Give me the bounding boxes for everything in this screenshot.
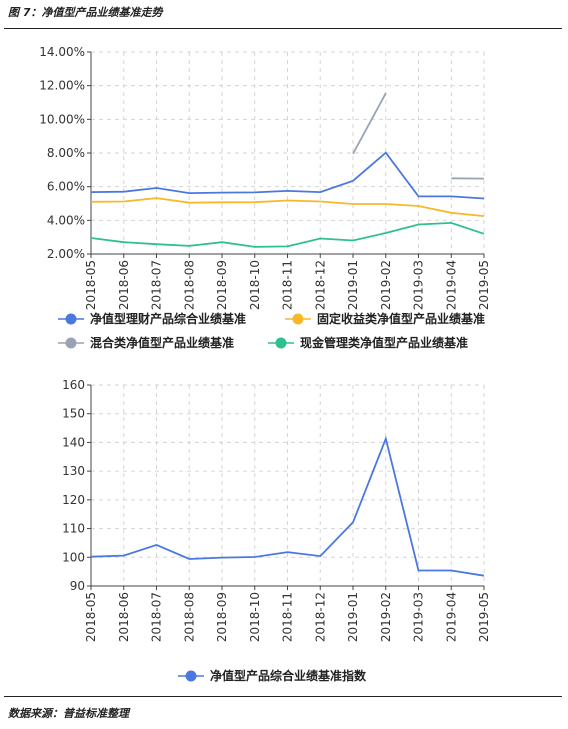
x-tick-label: 2018-09: [215, 592, 229, 642]
x-tick-label: 2018-06: [117, 260, 131, 310]
x-tick-label: 2018-11: [281, 260, 295, 310]
y-tick-label: 2.00%: [47, 247, 85, 261]
bottom-rule: [4, 696, 562, 697]
x-tick-label: 2018-06: [117, 592, 131, 642]
x-tick-label: 2018-09: [215, 260, 229, 310]
series-line: [90, 151, 485, 200]
legend-label: 现金管理类净值型产品业绩基准: [300, 335, 468, 350]
legend-marker: [292, 313, 304, 325]
x-tick-label: 2018-12: [313, 260, 327, 310]
x-tick-label: 2019-04: [444, 260, 458, 310]
x-tick-label: 2018-07: [150, 592, 164, 642]
legend-marker: [65, 337, 77, 349]
x-tick-label: 2018-10: [248, 592, 262, 642]
legend-label: 固定收益类净值型产品业绩基准: [317, 311, 485, 326]
y-tick-label: 12.00%: [39, 79, 85, 93]
legend-label: 净值型理财产品综合业绩基准: [90, 311, 246, 326]
x-tick-label: 2019-05: [477, 592, 491, 642]
x-tick-label: 2018-10: [248, 260, 262, 310]
top-rule: [4, 28, 562, 29]
chart-benchmark-index: 90 100 110 120 130 140 150 160 2018-05 2018-06 201…: [62, 378, 491, 683]
x-tick-label: 2019-01: [346, 592, 360, 642]
series-line: [90, 197, 485, 217]
y-tick-label: 110: [62, 522, 85, 536]
legend-marker: [185, 670, 197, 682]
x-tick-label: 2019-03: [412, 592, 426, 642]
legend-marker: [65, 313, 77, 325]
y-tick-label: 160: [62, 378, 85, 392]
x-tick-label: 2019-01: [346, 260, 360, 310]
series-line: [90, 435, 485, 577]
x-tick-label: 2019-03: [412, 260, 426, 310]
y-tick-label: 130: [62, 464, 85, 478]
x-tick-label: 2018-11: [281, 592, 295, 642]
x-tick-label: 2019-05: [477, 260, 491, 310]
x-tick-label: 2018-07: [150, 260, 164, 310]
source-note: 数据来源：普益标准整理: [8, 707, 129, 720]
y-tick-label: 120: [62, 493, 85, 507]
x-tick-label: 2018-05: [84, 260, 98, 310]
y-tick-label: 4.00%: [47, 213, 85, 227]
x-tick-label: 2019-04: [444, 592, 458, 642]
y-tick-label: 100: [62, 550, 85, 564]
y-tick-label: 8.00%: [47, 146, 85, 160]
series-line: [352, 92, 485, 180]
x-tick-label: 2018-12: [313, 592, 327, 642]
series-line: [90, 221, 485, 248]
y-tick-label: 6.00%: [47, 180, 85, 194]
x-tick-label: 2018-08: [182, 592, 196, 642]
figure-title: 图 7：净值型产品业绩基准走势: [8, 6, 163, 19]
y-tick-label: 90: [70, 579, 85, 593]
y-tick-label: 150: [62, 407, 85, 421]
y-tick-label: 14.00%: [39, 45, 85, 59]
x-tick-label: 2019-02: [379, 260, 393, 310]
y-tick-label: 10.00%: [39, 112, 85, 126]
x-tick-label: 2018-05: [84, 592, 98, 642]
x-tick-label: 2018-08: [182, 260, 196, 310]
x-tick-label: 2019-02: [379, 592, 393, 642]
legend-label: 净值型产品综合业绩基准指数: [210, 668, 367, 683]
chart-benchmark-trends: 2.00% 4.00% 6.00% 8.00% 10.00% 12.00% 14.00% 20…: [39, 45, 491, 350]
legend-label: 混合类净值型产品业绩基准: [90, 335, 234, 350]
y-tick-label: 140: [62, 435, 85, 449]
legend-marker: [275, 337, 287, 349]
